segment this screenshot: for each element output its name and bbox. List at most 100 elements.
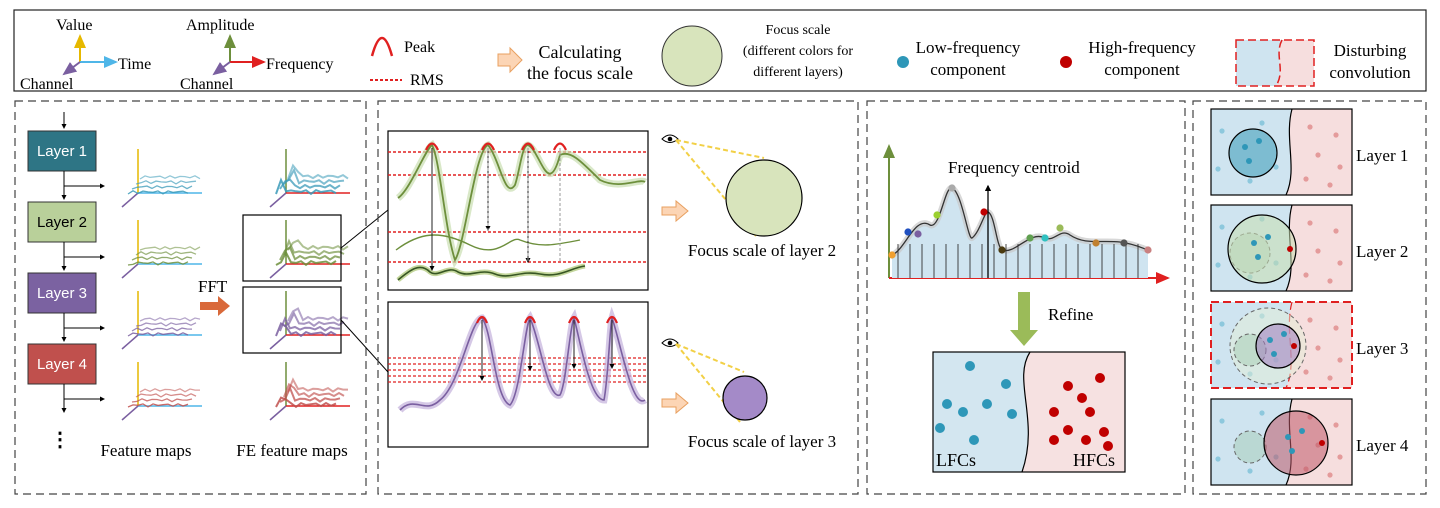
axis-label-time: Time xyxy=(118,56,151,73)
legend-calc-line2: the focus scale xyxy=(527,63,633,83)
axis-label-channel-1: Channel xyxy=(20,76,74,93)
layer-focus-circle xyxy=(1228,128,1278,178)
lfc-dot xyxy=(942,399,952,409)
fft-arrow-icon xyxy=(200,296,230,316)
lfc-dot xyxy=(1001,379,1011,389)
spectrum-plot-layer3 xyxy=(388,306,648,413)
hfc-dot xyxy=(1049,435,1059,445)
fft-label: FFT xyxy=(198,277,228,296)
feature-maps-caption: Feature maps xyxy=(100,441,191,460)
spectral-component-dot xyxy=(998,246,1006,254)
layer-block-2: Layer 2 xyxy=(27,201,97,243)
peak-icon xyxy=(370,36,394,57)
calc-arrow-layer2 xyxy=(661,199,689,223)
connector-layer2 xyxy=(340,209,389,249)
lfc-dot xyxy=(958,407,968,417)
layer-block-4: Layer 4 xyxy=(27,343,97,385)
axis-label-amplitude: Amplitude xyxy=(186,17,254,34)
spectral-component-dot xyxy=(1144,246,1152,254)
focus-scale-circle-icon xyxy=(661,25,723,87)
panel-frequency-centroid: Frequency centroid Refine LFCs HFCs xyxy=(866,100,1186,495)
spectral-component-dot xyxy=(1041,234,1049,242)
spectral-component-dot xyxy=(933,211,941,219)
panel3-frame xyxy=(866,100,1186,495)
layer-focus-circle xyxy=(1227,214,1297,284)
hfc-dot xyxy=(1049,407,1059,417)
legend-disturb-line1: Disturbing xyxy=(1334,41,1407,60)
fe-highlight-box-layer3 xyxy=(242,286,342,354)
panel-focus-scale: Focus scale of layer 2 Focus scale of la… xyxy=(377,100,859,495)
hfcs-label: HFCs xyxy=(1073,450,1115,470)
lfc-dot xyxy=(935,423,945,433)
legend-focus-line1: Focus scale xyxy=(766,23,831,38)
spectral-component-dot xyxy=(1056,224,1064,232)
eye-icon xyxy=(661,338,679,347)
frequency-domain-axes-icon xyxy=(212,34,266,76)
hfc-dot xyxy=(1063,425,1073,435)
panel-feature-maps: Layer 1 Layer 2 Layer 3 Layer 4 FFT ⋮ Featu… xyxy=(14,100,389,495)
calc-arrow-layer3 xyxy=(661,391,689,415)
feature-map-plot-2 xyxy=(121,220,202,279)
hfc-dot xyxy=(1063,381,1073,391)
fe-feature-map-plot-3 xyxy=(269,291,350,350)
legend-focus-line3: different layers) xyxy=(753,65,843,80)
legend-calc-line1: Calculating xyxy=(539,42,622,62)
layer-focus-box-4: Layer 4 xyxy=(1210,398,1409,486)
hfc-dot xyxy=(1077,393,1087,403)
layer-focus-label: Layer 1 xyxy=(1356,146,1408,165)
feature-map-plot-3 xyxy=(121,291,202,350)
panel-layer-focus: Layer 1 Layer 2 Layer 3 Layer 4 xyxy=(1192,100,1427,495)
spectral-component-dot xyxy=(1120,239,1128,247)
layer-focus-label: Layer 2 xyxy=(1356,242,1408,261)
legend-low-line2: component xyxy=(930,60,1006,79)
disturbing-convolution-icon xyxy=(1235,39,1315,87)
layer-block-3: Layer 3 xyxy=(27,272,97,314)
spectral-component-dot xyxy=(914,230,922,238)
spectral-component-dot xyxy=(1026,234,1034,242)
layer-block-label: Layer 1 xyxy=(37,143,87,160)
refined-components xyxy=(935,361,1113,451)
fe-feature-map-plot-4 xyxy=(269,362,350,421)
layer-focus-box-3: Layer 3 xyxy=(1210,301,1408,389)
legend-high-line1: High-frequency xyxy=(1088,38,1196,57)
more-layers-dots: ⋮ xyxy=(50,429,70,451)
frequency-centroid-label: Frequency centroid xyxy=(948,158,1080,177)
layer-focus-circle xyxy=(1255,323,1301,369)
axis-label-value: Value xyxy=(56,17,92,34)
hfc-dot xyxy=(1099,427,1109,437)
layer-focus-label: Layer 4 xyxy=(1356,436,1409,455)
hfc-dot xyxy=(1085,407,1095,417)
legend-rms: RMS xyxy=(410,72,444,89)
feature-map-plot-1 xyxy=(121,149,202,208)
layer-block-label: Layer 3 xyxy=(37,285,87,302)
axis-label-channel-2: Channel xyxy=(180,76,234,93)
legend: Value Time Channel Amplitude Frequency C… xyxy=(13,9,1427,93)
layer-block-label: Layer 4 xyxy=(37,356,87,373)
hfc-dot xyxy=(1095,373,1105,383)
layer-focus-label: Layer 3 xyxy=(1356,339,1408,358)
focus-scale-circle-layer3 xyxy=(722,375,768,421)
lfc-dot xyxy=(969,435,979,445)
panel1-frame xyxy=(14,100,367,495)
spectral-component-dot xyxy=(980,208,988,216)
panel4-frame xyxy=(1192,100,1427,495)
caption-focus-layer2: Focus scale of layer 2 xyxy=(688,241,836,260)
lfc-dot xyxy=(1007,409,1017,419)
legend-low-line1: Low-frequency xyxy=(916,38,1021,57)
fe-feature-map-plot-1 xyxy=(269,149,350,208)
time-domain-axes-icon xyxy=(62,34,118,76)
connector-layer3 xyxy=(340,319,389,373)
refine-arrow-icon xyxy=(1010,292,1038,346)
lfc-dot xyxy=(965,361,975,371)
feature-map-plot-4 xyxy=(121,362,202,421)
legend-frame xyxy=(13,9,1427,92)
lfc-dot xyxy=(982,399,992,409)
legend-disturb-line2: convolution xyxy=(1329,63,1411,82)
legend-peak: Peak xyxy=(404,39,435,56)
layer-block-label: Layer 2 xyxy=(37,214,87,231)
axis-label-frequency: Frequency xyxy=(266,56,334,73)
legend-high-line2: component xyxy=(1104,60,1180,79)
legend-focus-line2: (different colors for xyxy=(743,44,853,59)
